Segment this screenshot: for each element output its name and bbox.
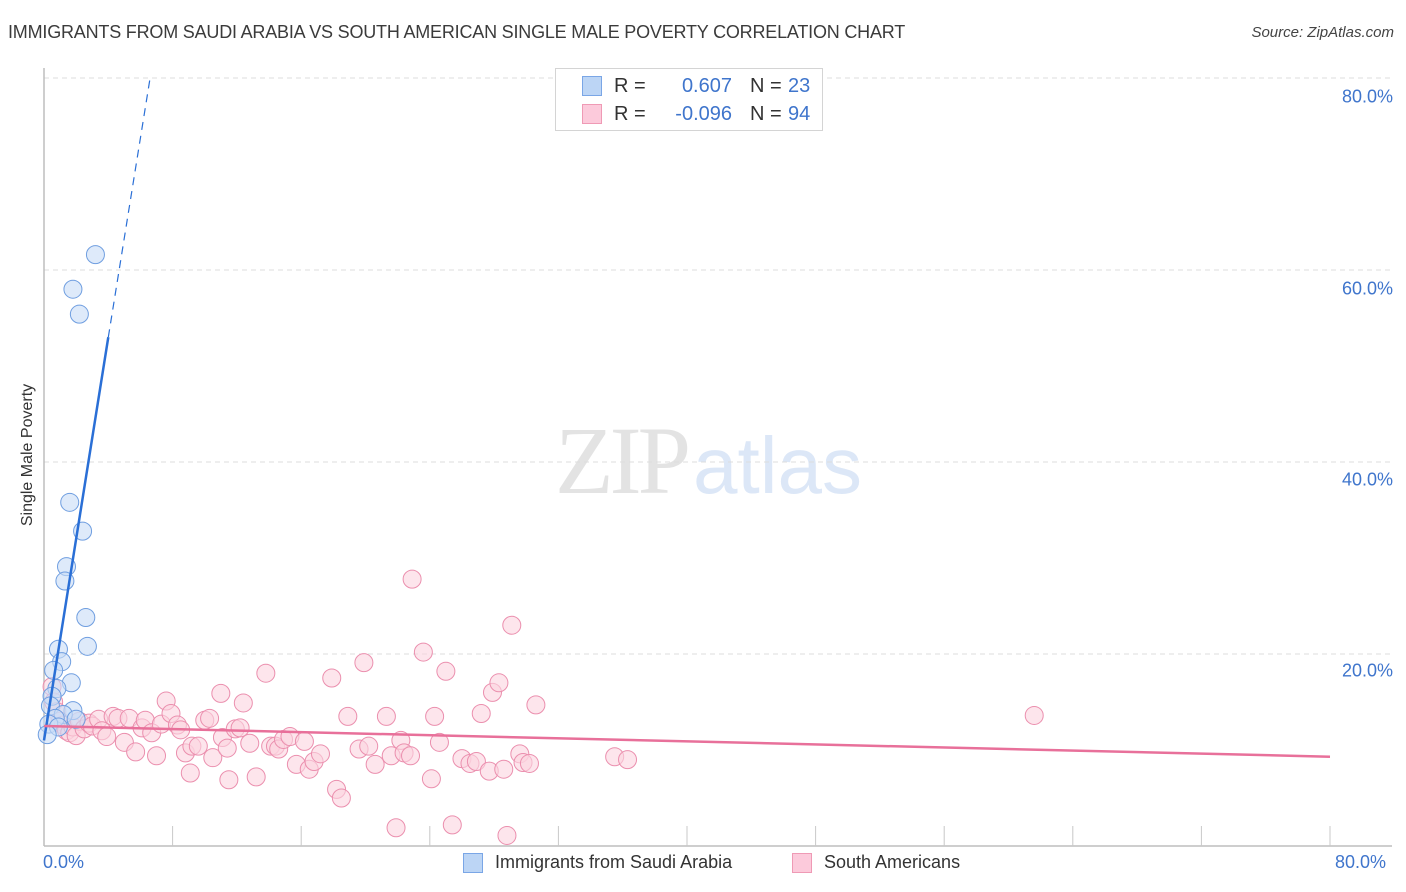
trend-line-south-americans <box>43 724 1331 758</box>
x-tick-0: 0.0% <box>43 852 85 872</box>
data-point-south-american <box>256 663 276 683</box>
data-point-south-american <box>97 727 117 747</box>
data-point-south-american <box>338 706 358 726</box>
data-point-south-american <box>519 753 539 773</box>
pink-swatch-icon <box>582 104 602 124</box>
data-point-south-american <box>354 653 374 673</box>
data-point-south-american <box>442 815 462 835</box>
data-point-south-american <box>200 708 220 728</box>
grid-lines <box>44 77 1392 655</box>
source-credit: Source: ZipAtlas.com <box>1251 24 1394 41</box>
y-tick-20: 20.0% <box>1341 660 1393 681</box>
trend-line-saudi-arabia <box>42 337 110 741</box>
n-label: N = <box>750 74 782 97</box>
data-point-south-american <box>401 746 421 766</box>
data-point-saudi-arabia <box>66 709 86 729</box>
data-point-south-american <box>1024 705 1044 725</box>
data-point-south-american <box>322 668 342 688</box>
data-point-south-american <box>230 718 250 738</box>
n-label: N = <box>750 102 782 125</box>
data-point-south-american <box>494 759 514 779</box>
legend-label: South Americans <box>824 852 961 872</box>
data-point-saudi-arabia <box>63 279 83 299</box>
data-point-south-american <box>217 738 237 758</box>
zipatlas-watermark: ZIPatlas <box>555 405 862 516</box>
data-point-south-american <box>502 615 522 635</box>
data-point-south-american <box>471 704 491 724</box>
x-tick-80: 80.0% <box>1335 852 1387 872</box>
r-label: R = <box>614 74 646 97</box>
data-point-south-american <box>240 733 260 753</box>
data-point-south-american <box>376 706 396 726</box>
y-tick-60: 60.0% <box>1341 278 1393 299</box>
data-point-south-american <box>365 754 385 774</box>
legend-item-south-americans[interactable]: South Americans <box>792 852 960 873</box>
y-tick-80: 80.0% <box>1341 86 1393 107</box>
data-point-south-american <box>203 748 223 768</box>
trend-line-saudi-arabia-extrapolated <box>107 77 151 338</box>
data-point-south-american <box>331 788 351 808</box>
n-value: 94 <box>788 102 811 125</box>
data-point-south-american <box>188 736 208 756</box>
data-point-south-american <box>489 673 509 693</box>
watermark-atlas: atlas <box>693 421 862 510</box>
chart-title: IMMIGRANTS FROM SAUDI ARABIA VS SOUTH AM… <box>8 22 906 42</box>
data-point-south-american <box>429 732 449 752</box>
n-value: 23 <box>788 74 811 97</box>
stats-row-saudi: R = 0.607 N = 23 <box>582 74 810 98</box>
data-point-south-american <box>618 750 638 770</box>
data-point-saudi-arabia <box>60 492 80 512</box>
data-point-south-american <box>294 731 314 751</box>
data-point-saudi-arabia <box>76 608 96 628</box>
stats-legend: R = 0.607 N = 23 R = -0.096 N = 94 <box>555 68 823 131</box>
legend-label: Immigrants from Saudi Arabia <box>495 852 733 872</box>
data-point-south-american <box>233 693 253 713</box>
stats-row-south-american: R = -0.096 N = 94 <box>582 102 810 126</box>
data-point-south-american <box>413 642 433 662</box>
pink-points <box>42 569 1044 845</box>
series-legend: Immigrants from Saudi Arabia South Ameri… <box>0 852 1406 878</box>
watermark-zip: ZIP <box>555 407 691 514</box>
data-point-south-american <box>497 825 517 845</box>
data-point-south-american <box>402 569 422 589</box>
legend-item-saudi-arabia[interactable]: Immigrants from Saudi Arabia <box>463 852 732 873</box>
data-point-south-american <box>425 706 445 726</box>
data-point-south-american <box>219 770 239 790</box>
data-point-south-american <box>180 763 200 783</box>
data-point-south-american <box>246 767 266 787</box>
data-point-south-american <box>211 683 231 703</box>
data-point-saudi-arabia <box>85 245 105 265</box>
data-point-saudi-arabia <box>37 725 57 745</box>
data-point-south-american <box>310 744 330 764</box>
y-tick-40: 40.0% <box>1341 469 1393 490</box>
data-point-south-american <box>126 742 146 762</box>
data-point-south-american <box>147 746 167 766</box>
y-axis-label: Single Male Poverty <box>19 383 36 527</box>
trend-lines <box>42 77 1331 758</box>
r-label: R = <box>614 102 646 125</box>
r-value: -0.096 <box>675 102 732 125</box>
pink-swatch-icon <box>792 852 812 873</box>
data-point-saudi-arabia <box>69 304 89 324</box>
data-point-south-american <box>526 695 546 715</box>
blue-points <box>37 245 105 745</box>
data-point-south-american <box>466 752 486 772</box>
data-point-south-american <box>386 818 406 838</box>
blue-swatch-icon <box>582 76 602 96</box>
data-point-south-american <box>359 736 379 756</box>
data-point-saudi-arabia <box>77 636 97 656</box>
data-point-south-american <box>421 769 441 789</box>
r-value: 0.607 <box>681 74 732 97</box>
data-point-south-american <box>436 661 456 681</box>
blue-swatch-icon <box>463 852 483 873</box>
